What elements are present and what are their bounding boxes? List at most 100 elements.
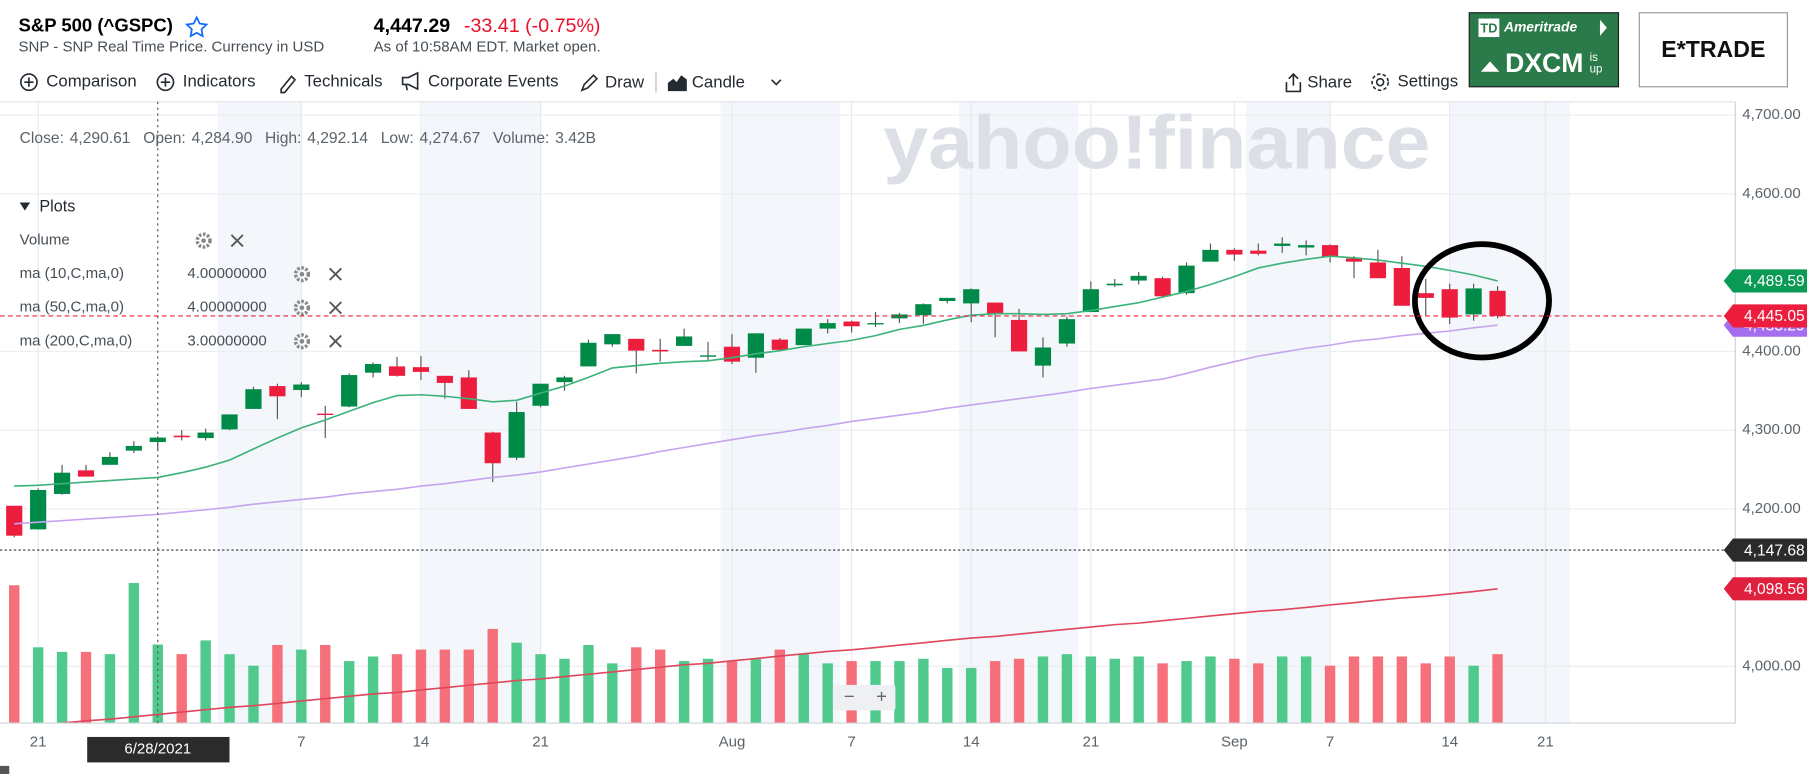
tooltip-label: Volume: [493,130,549,147]
tooltip-value: 4,290.61 [70,130,131,147]
plot-name: ma (200,C,ma,0) [20,332,133,349]
y-tick-label: 4,600.00 [1742,185,1800,202]
volume-bar [1181,661,1192,724]
ad-etrade[interactable] [1638,12,1788,88]
ma-line [14,324,1498,525]
remove-icon[interactable] [230,234,244,248]
ma-line [53,587,1498,724]
ad-up: up [1590,63,1603,75]
volume-bar [1229,658,1240,724]
volume-bar [343,661,355,724]
candle-body [436,375,453,383]
volume-bar [989,661,1001,724]
candle-body [915,304,932,316]
quote-subtitle: SNP - SNP Real Time Price. Currency in U… [19,38,325,55]
indicators-button[interactable]: Indicators [183,72,256,91]
tooltip-label: High: [265,130,301,147]
candle-body [963,289,980,304]
x-tick-label: 21 [30,734,47,751]
remove-icon[interactable] [329,334,342,348]
candle-body [77,470,95,477]
comparison-button[interactable]: Comparison [46,72,136,91]
y-tick-label: 4,400.00 [1742,342,1800,359]
ad-is: is [1590,52,1599,64]
remove-icon[interactable] [329,301,342,315]
volume-bar [1133,656,1144,724]
x-tick-label: 21 [532,734,549,751]
x-tick-label: 14 [1441,734,1458,751]
volume-bar [32,647,44,724]
candle-body [412,367,430,372]
x-tick-label: 21 [1082,734,1099,751]
quote-title: S&P 500 (^GSPC) [19,15,173,36]
volume-bar [1277,656,1288,724]
ma200-badge: 4,098.56 [1744,581,1805,598]
plot-setting: 4.00000000 [187,299,266,316]
last-price-badge-box [1723,304,1808,328]
gear-icon[interactable] [293,266,311,283]
candle-body [1034,347,1052,366]
zoom-in[interactable]: + [876,686,887,707]
technicals-button[interactable]: Technicals [304,72,382,91]
volume-bar [1085,656,1097,724]
zoom-out[interactable]: − [844,686,855,707]
chart-type-button[interactable]: Candle [692,73,745,92]
volume-bar [367,656,379,724]
volume-bar [559,658,570,724]
candle-body [484,432,501,464]
volume-bar [1061,654,1073,724]
corporate-events-button[interactable]: Corporate Events [428,72,558,91]
crosshair-badge: 4,147.68 [1744,542,1805,559]
draw-button[interactable]: Draw [605,73,645,92]
ameritrade: Ameritrade [1503,18,1578,34]
candle-body [221,414,238,430]
candle-body [1393,267,1410,306]
volume-bar [774,649,786,724]
tooltip-value: 4,274.67 [419,130,480,147]
x-tick-label: 7 [847,734,855,751]
volume-bar [798,654,809,724]
settings-button[interactable]: Settings [1398,72,1459,91]
candle-body [1417,293,1434,298]
candle-body [819,323,836,329]
candle-body [317,413,334,416]
candle-body [125,445,142,451]
candle-body [1106,283,1123,286]
candle-body [652,349,669,352]
watermark: yahoo!finance [883,100,1430,185]
candle-body [1058,319,1076,344]
watchlist-star[interactable] [184,15,209,38]
candle-body [676,336,693,346]
plots-title: Plots [39,197,75,215]
candle-body [1226,249,1243,255]
volume-bar [511,642,522,724]
ad-ticker: DXCM [1505,48,1583,78]
plot-setting: 3.00000000 [187,332,266,349]
gear-hub [299,305,305,311]
remove-icon[interactable] [329,267,342,281]
x-tick-label: Aug [719,734,746,751]
volume-bar [56,651,68,724]
tooltip-label: Close: [20,130,64,147]
candle-body [6,505,23,536]
volume-bar [822,663,833,724]
candle-body [101,456,119,465]
x-tick-label: Sep [1221,734,1248,751]
price-change: -33.41 (-0.75%) [464,15,601,37]
gear-icon[interactable] [293,333,311,350]
crosshair-date: 6/28/2021 [124,741,191,758]
price: 4,447.29 [374,15,451,37]
volume-bar [487,628,498,724]
volume-bar [1468,665,1479,724]
gear-hub [299,338,305,344]
candle-body [867,323,884,325]
x-tick-label: 21 [1537,734,1554,751]
share-button[interactable]: Share [1307,73,1352,92]
gear-icon[interactable] [293,299,311,316]
volume-bar [631,647,642,724]
collapse-arrow[interactable] [19,202,31,211]
candle-body [364,364,382,373]
gear-icon[interactable] [195,232,212,249]
